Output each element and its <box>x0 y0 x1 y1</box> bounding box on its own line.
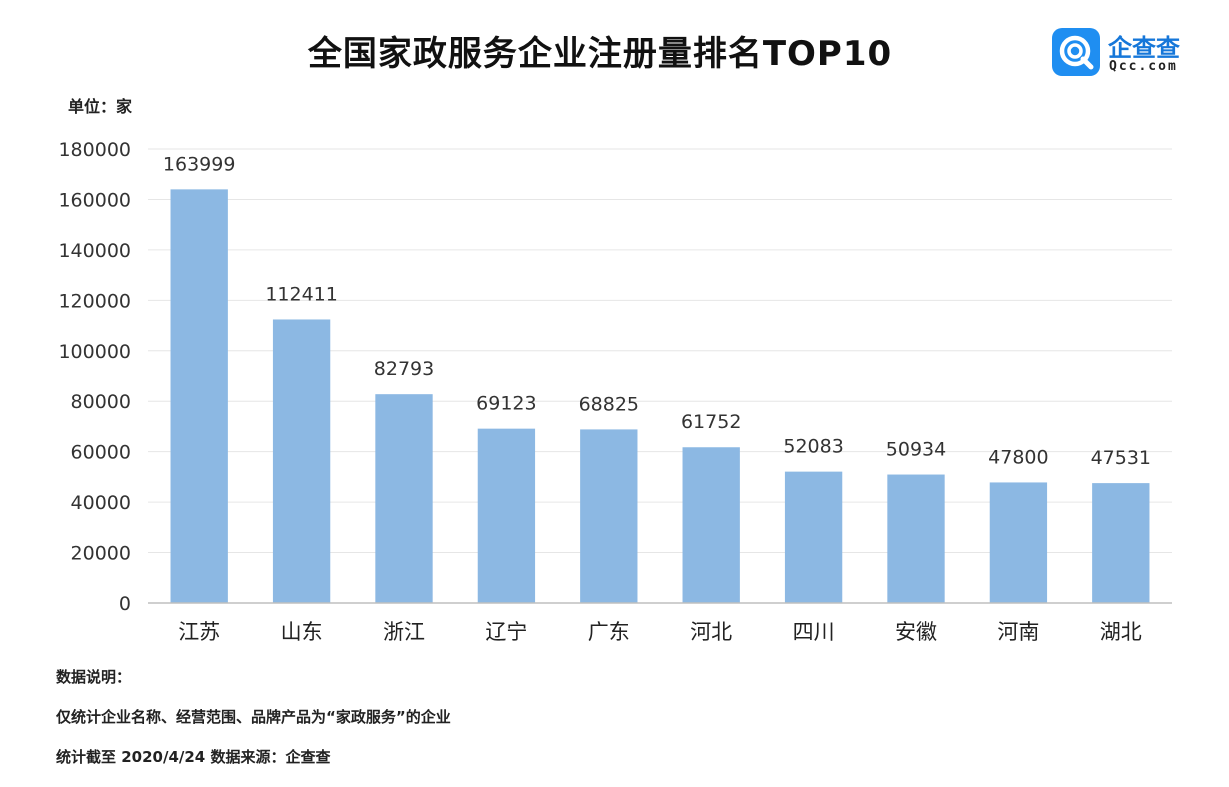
bar-6 <box>784 471 843 603</box>
y-tick-label: 80000 <box>71 391 131 413</box>
data-label: 61752 <box>681 411 741 433</box>
data-label: 52083 <box>783 436 843 458</box>
y-tick-label: 140000 <box>58 240 131 262</box>
notes-heading: 数据说明： <box>56 668 132 686</box>
bar-9 <box>1092 483 1150 603</box>
x-category-label: 湖北 <box>1100 620 1142 644</box>
bar-7 <box>887 474 945 603</box>
data-label: 112411 <box>265 283 338 305</box>
bar-8 <box>989 482 1048 603</box>
bar-5 <box>682 447 740 603</box>
x-category-label: 河南 <box>997 620 1039 644</box>
unit-label: 单位：家 <box>68 97 133 116</box>
qcc-logo: 企查查 Qcc.com <box>1052 28 1222 80</box>
notes-line-1: 仅统计企业名称、经营范围、品牌产品为“家政服务”的企业 <box>56 708 451 726</box>
chart-title: 全国家政服务企业注册量排名TOP10 <box>307 34 893 74</box>
bar-0 <box>170 189 228 603</box>
logo-brand-cn: 企查查 <box>1108 34 1180 62</box>
y-tick-label: 20000 <box>71 543 131 565</box>
bar-4 <box>580 429 638 603</box>
x-category-label: 四川 <box>793 620 835 644</box>
x-category-label: 安徽 <box>895 620 937 644</box>
x-category-label: 江苏 <box>178 620 220 644</box>
y-tick-label: 160000 <box>58 189 131 211</box>
data-label: 163999 <box>163 153 236 175</box>
x-category-label: 广东 <box>588 620 630 644</box>
data-label: 47531 <box>1091 447 1151 469</box>
bar-3 <box>477 428 536 603</box>
x-category-label: 辽宁 <box>485 620 527 644</box>
y-tick-label: 60000 <box>71 442 131 464</box>
data-label: 50934 <box>886 439 946 461</box>
bar-2 <box>375 394 433 603</box>
notes-line-2: 统计截至 2020/4/24 数据来源：企查查 <box>56 748 331 766</box>
x-axis-categories: 江苏 山东 浙江 辽宁 广东 河北 四川 安徽 河南 湖北 <box>178 620 1142 644</box>
data-label: 68825 <box>579 393 639 415</box>
data-label: 69123 <box>476 393 536 415</box>
bar-1 <box>272 319 331 603</box>
data-label: 47800 <box>988 446 1048 468</box>
x-category-label: 河北 <box>690 620 732 644</box>
y-tick-label: 100000 <box>58 341 131 363</box>
qcc-logo-icon <box>1052 28 1100 76</box>
y-tick-label: 120000 <box>58 290 131 312</box>
x-category-label: 浙江 <box>383 620 425 644</box>
y-tick-label: 0 <box>119 593 131 615</box>
y-tick-label: 40000 <box>71 492 131 514</box>
bars <box>170 189 1150 603</box>
data-labels: 163999 112411 82793 69123 68825 61752 52083 509… <box>163 153 1151 469</box>
y-tick-label: 180000 <box>58 139 131 161</box>
x-category-label: 山东 <box>281 620 323 644</box>
data-label: 82793 <box>374 358 434 380</box>
logo-brand-en: Qcc.com <box>1109 59 1178 74</box>
y-axis-ticks: 0 20000 40000 60000 80000 100000 120000 140000 1… <box>58 139 131 615</box>
